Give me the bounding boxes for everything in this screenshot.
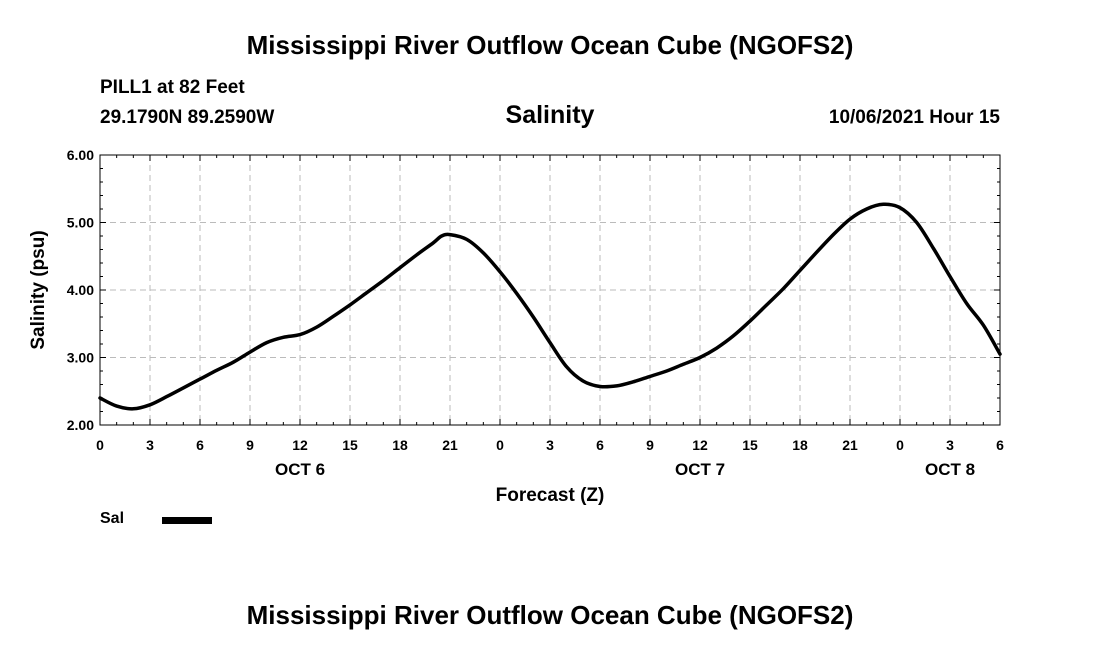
salinity-series-line <box>98 202 1002 411</box>
x-tick-label: 15 <box>742 437 758 453</box>
x-tick-label: 3 <box>546 437 554 453</box>
chart-title: Mississippi River Outflow Ocean Cube (NG… <box>246 30 854 60</box>
legend-swatch <box>162 517 212 524</box>
plot-frame <box>99 154 1001 426</box>
x-tick-label: 21 <box>842 437 858 453</box>
x-tick-label: 3 <box>146 437 154 453</box>
x-tick-label: 12 <box>292 437 308 453</box>
x-tick-label: 0 <box>496 437 504 453</box>
footer-title: Mississippi River Outflow Ocean Cube (NG… <box>246 600 854 630</box>
station-label: PILL1 at 82 Feet <box>100 77 245 98</box>
x-tick-label: 18 <box>792 437 808 453</box>
chart-subtitle: Salinity <box>505 101 595 129</box>
x-tick-label: 6 <box>996 437 1004 453</box>
day-label: OCT 6 <box>275 460 325 479</box>
x-axis-label: Forecast (Z) <box>496 485 605 506</box>
legend-label: Sal <box>100 510 125 527</box>
y-axis-label: Salinity (psu) <box>28 230 49 349</box>
x-axis-ticks: 0 3 6 9 12 15 18 21 0 3 6 9 12 15 18 21 0 3 6 OCT 6 OCT 7 OCT… <box>96 155 1004 479</box>
day-label: OCT 8 <box>925 460 975 479</box>
x-tick-label: 6 <box>196 437 204 453</box>
y-tick-label: 2.00 <box>67 417 94 433</box>
forecast-datetime: 10/06/2021 Hour 15 <box>828 107 1000 128</box>
x-tick-label: 0 <box>896 437 904 453</box>
x-tick-label: 21 <box>442 437 458 453</box>
y-tick-label: 4.00 <box>67 282 94 298</box>
x-tick-label: 9 <box>646 437 654 453</box>
chart-grid <box>100 155 1000 425</box>
station-coordinates: 29.1790N 89.2590W <box>100 107 275 128</box>
x-tick-label: 18 <box>392 437 408 453</box>
x-tick-label: 12 <box>692 437 708 453</box>
y-tick-label: 6.00 <box>67 147 94 163</box>
x-tick-label: 15 <box>342 437 358 453</box>
x-tick-label: 0 <box>96 437 104 453</box>
y-tick-label: 5.00 <box>67 215 94 231</box>
x-tick-label: 9 <box>246 437 254 453</box>
x-tick-label: 3 <box>946 437 954 453</box>
x-tick-label: 6 <box>596 437 604 453</box>
day-label: OCT 7 <box>675 460 725 479</box>
y-tick-label: 3.00 <box>67 350 94 366</box>
